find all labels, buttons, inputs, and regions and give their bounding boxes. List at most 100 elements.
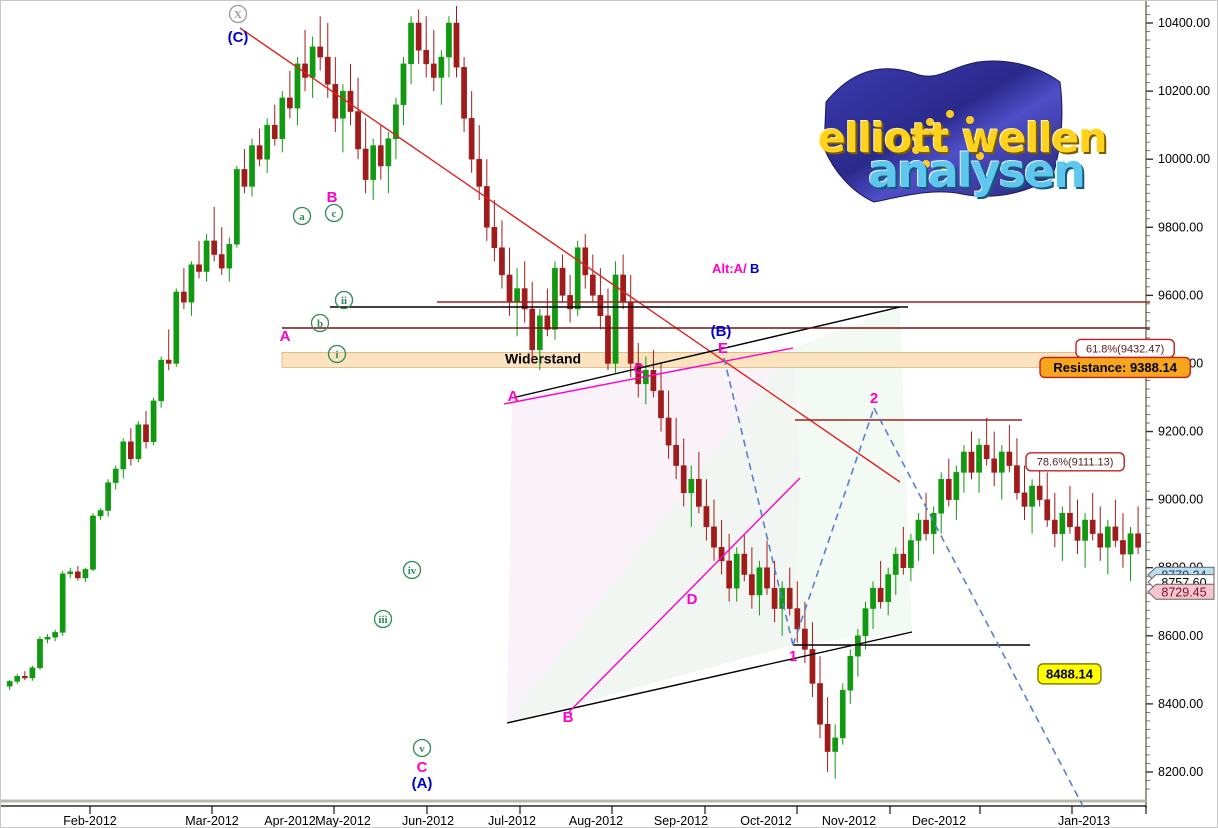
candle-body [635, 363, 642, 385]
wave-label: iv [408, 565, 417, 577]
candle-body [461, 67, 467, 119]
resistance-tag[interactable]: Resistance: 9388.14 [1039, 356, 1192, 379]
candle-body [1044, 499, 1051, 521]
candle-body [658, 390, 664, 419]
ask-tag[interactable]: 8729.45 [1147, 583, 1215, 600]
candle-body [627, 301, 634, 364]
svg-text:61.8%(9432.47): 61.8%(9432.47) [1086, 343, 1164, 355]
candle-body [536, 315, 543, 351]
candle-body [317, 46, 324, 58]
candle-body [862, 608, 869, 637]
x-axis-tick-label: Apr-2012 [264, 814, 315, 828]
candle-body [733, 553, 740, 589]
wave-label: A [508, 388, 519, 405]
candle-body [446, 22, 452, 58]
candle-body [491, 227, 498, 248]
candle-body [52, 632, 58, 638]
candle-body [900, 553, 907, 568]
candle-body [135, 424, 142, 460]
candle-body [82, 569, 89, 579]
wave-marker-circle [412, 738, 432, 758]
wave-marker-circle [292, 206, 312, 226]
wave-label: 2 [870, 390, 878, 407]
x-axis-tick-label: Sep-2012 [654, 814, 708, 828]
wave-marker-circle [334, 290, 354, 310]
candle-body [976, 444, 982, 473]
candle-body [915, 519, 922, 541]
candle-body [1036, 485, 1043, 500]
x-axis-tick-label: Mar-2012 [185, 814, 239, 828]
candle-body [370, 145, 377, 180]
candle-body [324, 56, 331, 85]
candle-body [165, 359, 172, 364]
candle-body [14, 676, 21, 682]
candle-body [855, 635, 861, 657]
candle-body [249, 145, 255, 187]
candle-body [529, 308, 536, 351]
candle-body [415, 22, 422, 51]
candle-body [756, 567, 763, 596]
candle-body [991, 458, 998, 473]
candle-body [112, 468, 119, 483]
candle-body [908, 540, 914, 568]
y-axis-tick-label: 9200.00 [1158, 425, 1203, 439]
candle-body [120, 441, 127, 470]
wave-label: (C) [228, 29, 249, 46]
candle-body [67, 571, 74, 575]
trendline-projection-down-final [873, 407, 1086, 811]
chart-annotation: B [750, 261, 759, 276]
y-axis-tick-label: 9600.00 [1158, 288, 1203, 302]
candle-body [234, 169, 240, 245]
candle-body [59, 573, 66, 633]
candle-body [961, 451, 967, 473]
candle-body [552, 267, 558, 330]
svg-text:8729.45: 8729.45 [1161, 586, 1206, 600]
candle-body [749, 574, 755, 596]
brand-logo: elliott wellen analysen [812, 52, 1107, 210]
candle-body [832, 737, 839, 752]
candle-body [385, 138, 392, 167]
candle-body [203, 240, 210, 272]
fib-786-tag[interactable]: 78.6%(9111.13) [1025, 452, 1125, 472]
x-axis-tick-label: Feb-2012 [63, 814, 117, 828]
candle-body [1029, 485, 1035, 507]
x-axis-tick-label: Aug-2012 [569, 814, 623, 828]
y-axis-tick-label: 10400.00 [1158, 16, 1210, 30]
candle-body [794, 608, 801, 630]
candle-body [423, 50, 430, 65]
candle-body [1051, 519, 1058, 534]
y-axis-tick-label: 8400.00 [1158, 697, 1203, 711]
chart-annotation: Alt:A/ [712, 261, 747, 276]
candle-body [930, 512, 937, 534]
svg-text:8488.14: 8488.14 [1046, 667, 1094, 682]
y-axis-tick-label: 9800.00 [1158, 220, 1203, 234]
trendline-lower-magenta [568, 477, 801, 713]
candle-body [968, 451, 975, 473]
candle-body [44, 636, 51, 640]
candle-body [945, 478, 952, 500]
x-axis-tick-label: Nov-2012 [822, 814, 876, 828]
widerstand-label: Widerstand [505, 350, 581, 366]
triangle-shade-right [507, 307, 912, 723]
wave-label: E [718, 340, 728, 357]
wave-label: C [417, 759, 428, 776]
x-axis-tick-label: Oct-2012 [740, 814, 791, 828]
candle-body [211, 240, 218, 255]
wave-label: C [634, 361, 645, 378]
candle-body [696, 478, 702, 507]
candle-body [105, 482, 111, 511]
candle-body [726, 560, 732, 589]
candle-body [514, 288, 520, 303]
candle-body [1135, 533, 1141, 548]
candle-body [241, 169, 248, 187]
fib-618-tag[interactable]: 61.8%(9432.47) [1075, 338, 1175, 359]
x-axis-tick-label: Jan-2013 [1058, 814, 1110, 828]
support-tag[interactable]: 8488.14 [1037, 663, 1102, 685]
eu-flag-icon [823, 60, 1063, 203]
wave-label: D [687, 591, 698, 608]
trendline-projection-down-1 [723, 357, 794, 646]
trendline-upper-triangle-magenta [503, 347, 794, 405]
candle-body [37, 638, 43, 669]
